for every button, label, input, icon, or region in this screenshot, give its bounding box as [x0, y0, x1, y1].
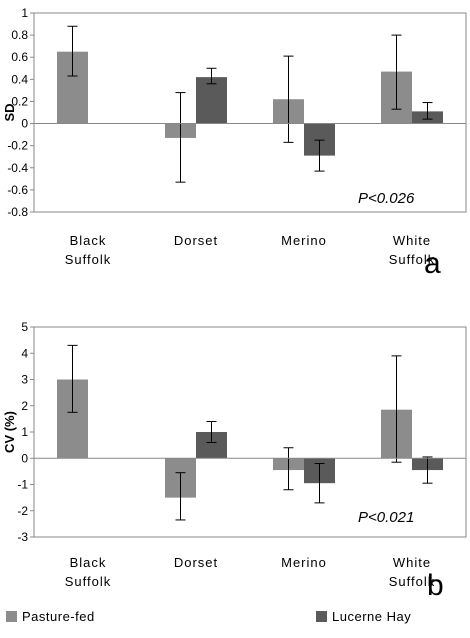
category-label: Merino	[281, 233, 327, 248]
category-label: Suffolk	[65, 574, 112, 589]
category-label: Dorset	[174, 233, 218, 248]
legend-label-pasture-fed: Pasture-fed	[22, 609, 95, 624]
legend-label-lucerne-hay: Lucerne Hay	[332, 609, 411, 624]
y-tick-label: -0.2	[7, 139, 28, 153]
y-tick-label: 0.8	[11, 28, 28, 42]
y-tick-label: 5	[21, 320, 28, 334]
category-label: Black	[70, 555, 107, 570]
category-label: Suffolk	[65, 252, 112, 267]
y-tick-label: 2	[21, 399, 28, 413]
y-tick-label: 1	[21, 425, 28, 439]
category-label: White	[393, 233, 431, 248]
y-tick-label: 3	[21, 373, 28, 387]
legend: Pasture-fed Lucerne Hay	[6, 609, 411, 624]
panel-label: b	[427, 569, 444, 602]
y-tick-label: 1	[21, 6, 28, 20]
y-tick-label: -2	[17, 504, 28, 518]
y-axis-title: CV (%)	[2, 411, 17, 453]
p-value-annotation: P<0.021	[358, 509, 414, 526]
y-tick-label: 0.6	[11, 50, 28, 64]
y-axis-title: SD	[2, 103, 17, 121]
y-tick-label: 4	[21, 346, 28, 360]
y-tick-label: -1	[17, 478, 28, 492]
category-label: Merino	[281, 555, 327, 570]
panel-label: a	[424, 247, 441, 280]
category-label: Black	[70, 233, 107, 248]
y-tick-label: -0.4	[7, 161, 28, 175]
y-tick-label: -0.8	[7, 205, 28, 219]
y-tick-label: -3	[17, 530, 28, 544]
y-tick-label: -0.6	[7, 183, 28, 197]
category-label: White	[393, 555, 431, 570]
y-tick-label: 0.4	[11, 72, 28, 86]
chart-panel-b: -3 -2 -1 0 1 2 3 4 5 CV (%) Black Suffolk Dorset Meri…	[2, 320, 466, 602]
legend-swatch-pasture-fed	[6, 611, 17, 622]
p-value-annotation: P<0.026	[358, 190, 415, 207]
y-tick-label: 0	[21, 117, 28, 131]
chart-panels: -0.8-0.6-0.4-0.200.20.40.60.81SDBlackSuf…	[2, 6, 466, 602]
legend-swatch-lucerne-hay	[316, 611, 327, 622]
y-tick-label: 0	[21, 451, 28, 465]
chart-panel-a: -0.8-0.6-0.4-0.200.20.40.60.81SDBlackSuf…	[2, 6, 466, 280]
category-label: Dorset	[174, 555, 218, 570]
